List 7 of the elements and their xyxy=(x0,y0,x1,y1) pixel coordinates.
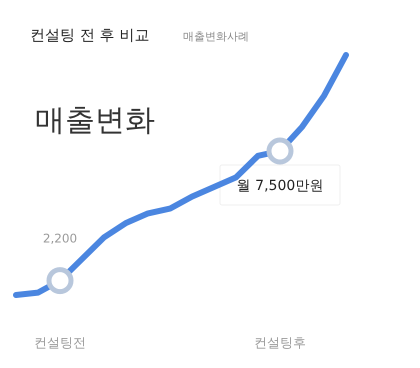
chart-subtitle: 매출변화사례 xyxy=(183,30,249,43)
annotation: 2,200 xyxy=(42,232,78,246)
x-tick-label: 컨설팅후 xyxy=(254,336,306,351)
x-tick-label: 컨설팅전 xyxy=(34,336,86,351)
chart-title: 컨설팅 전 후 비교 xyxy=(30,26,150,44)
annotation: 월 7,500만원 xyxy=(236,178,324,194)
annotation: 매출변화 xyxy=(35,103,155,138)
